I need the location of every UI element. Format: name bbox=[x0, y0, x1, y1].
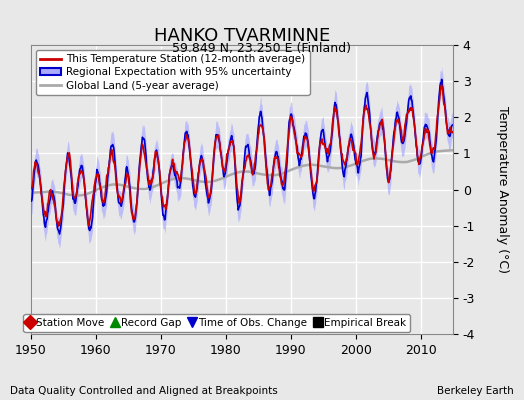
Title: HANKO TVARMINNE: HANKO TVARMINNE bbox=[154, 27, 330, 45]
Legend: Station Move, Record Gap, Time of Obs. Change, Empirical Break: Station Move, Record Gap, Time of Obs. C… bbox=[24, 314, 410, 332]
Y-axis label: Temperature Anomaly (°C): Temperature Anomaly (°C) bbox=[496, 106, 509, 273]
Text: Berkeley Earth: Berkeley Earth bbox=[437, 386, 514, 396]
Text: Data Quality Controlled and Aligned at Breakpoints: Data Quality Controlled and Aligned at B… bbox=[10, 386, 278, 396]
Text: 59.849 N, 23.250 E (Finland): 59.849 N, 23.250 E (Finland) bbox=[172, 42, 352, 55]
